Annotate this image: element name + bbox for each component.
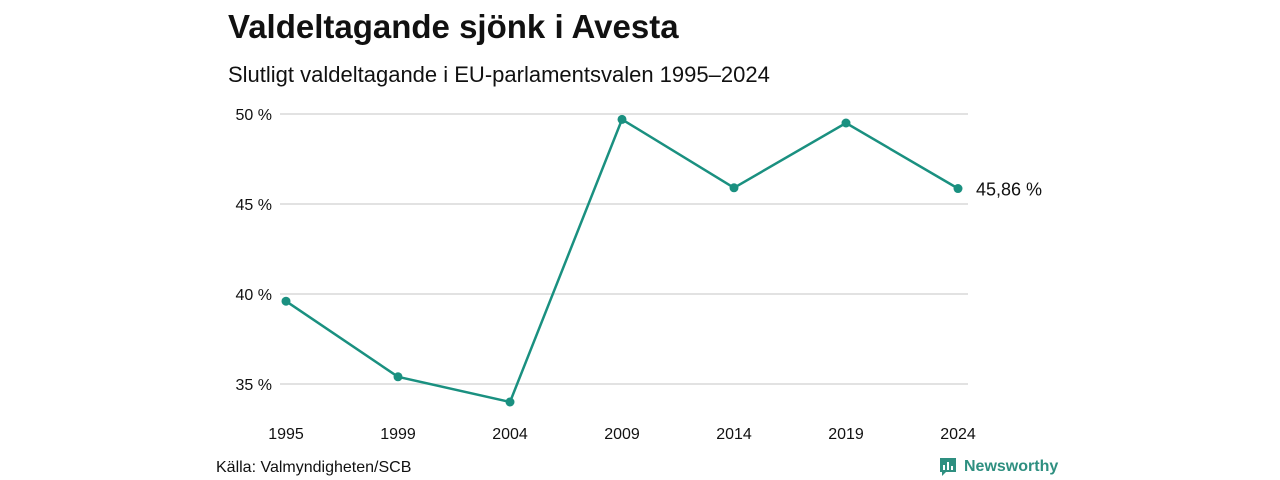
x-tick-label: 1999: [380, 426, 416, 443]
data-point-2004: [505, 397, 515, 407]
brand-name: Newsworthy: [964, 458, 1059, 475]
y-tick-label: 45 %: [236, 197, 272, 214]
data-point-2009: [617, 114, 627, 124]
x-tick-label: 2014: [716, 426, 752, 443]
end-value-label: 45,86 %: [976, 180, 1042, 200]
data-point-1999: [393, 372, 403, 382]
data-point-2019: [841, 118, 851, 128]
x-tick-label: 2024: [940, 426, 976, 443]
y-tick-label: 35 %: [236, 377, 272, 394]
data-points: [281, 114, 963, 407]
x-tick-label: 2019: [828, 426, 864, 443]
data-point-1995: [281, 296, 291, 306]
x-axis-labels: 1995 1999 2004 2009 2014 2019 2024: [268, 426, 976, 443]
chart-subtitle: Slutligt valdeltagande i EU-parlamentsva…: [228, 62, 770, 87]
data-point-2014: [729, 183, 739, 193]
annotations: 45,86 %: [976, 180, 1042, 200]
series-group: [285, 118, 959, 404]
x-tick-label: 2004: [492, 426, 528, 443]
x-tick-label: 1995: [268, 426, 304, 443]
source-note: Källa: Valmyndigheten/SCB: [216, 459, 412, 476]
y-tick-label: 50 %: [236, 107, 272, 124]
gridlines: [280, 113, 968, 385]
y-tick-label: 40 %: [236, 287, 272, 304]
x-tick-label: 2009: [604, 426, 640, 443]
y-axis-labels: 35 % 40 % 45 % 50 %: [236, 107, 272, 394]
data-point-2024: [953, 184, 963, 194]
series-line: [285, 118, 959, 404]
brand: Newsworthy: [938, 456, 1058, 478]
chart-title: Valdeltagande sjönk i Avesta: [228, 8, 679, 45]
newsworthy-logo-icon: [940, 458, 956, 476]
